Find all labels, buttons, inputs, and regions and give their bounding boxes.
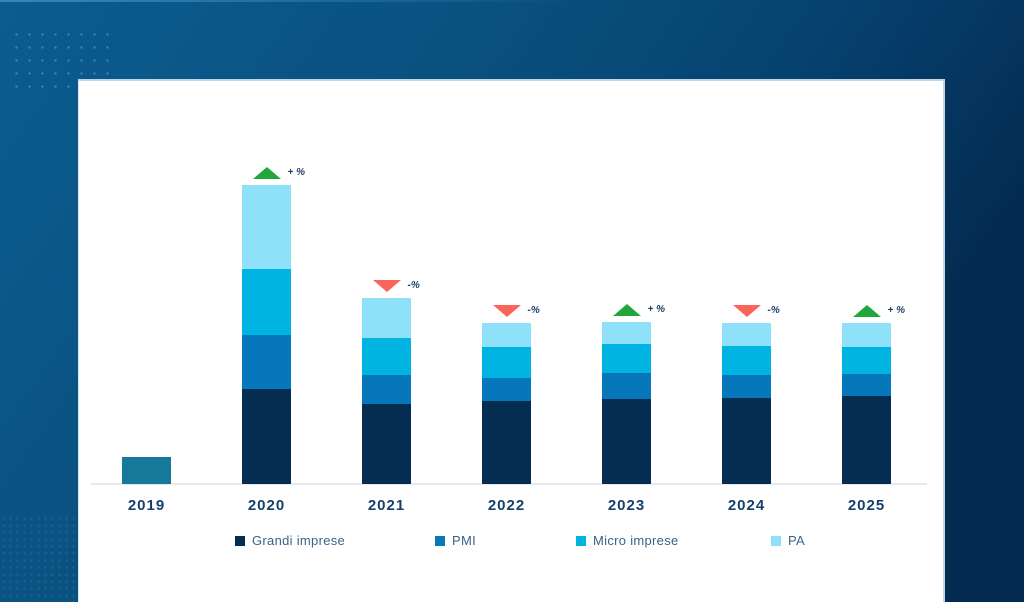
- trend-label-2024: -%: [767, 305, 780, 316]
- trend-annotation-2020: + %: [242, 167, 305, 181]
- x-tick-label-2025: 2025: [847, 497, 886, 514]
- trend-annotation-2024: -%: [722, 305, 780, 319]
- arrow-down-icon: [492, 305, 521, 317]
- legend-label: Micro imprese: [593, 533, 679, 548]
- bar-2021: [362, 298, 411, 484]
- bar-segment-pmi: [722, 375, 771, 398]
- arrow-down-icon: [732, 305, 761, 317]
- bar-segment-micro-imprese: [242, 269, 291, 335]
- bar-segment-grandi-imprese: [602, 399, 651, 484]
- bar-2022: [482, 323, 531, 484]
- bar-segment-grandi-imprese: [722, 398, 771, 484]
- bar-segment-pa: [482, 323, 531, 347]
- bar-2023: [602, 322, 651, 484]
- trend-annotation-2025: + %: [842, 305, 905, 319]
- trend-label-2022: -%: [527, 305, 540, 316]
- bar-segment-pmi: [362, 375, 411, 404]
- legend-item-micro-imprese: Micro imprese: [576, 533, 679, 548]
- legend-item-grandi-imprese: Grandi imprese: [235, 533, 345, 548]
- bar-segment-pmi: [242, 335, 291, 389]
- bar-segment-micro-imprese: [482, 347, 531, 378]
- bar-segment-pmi: [842, 374, 891, 396]
- x-tick-label-2023: 2023: [607, 497, 646, 514]
- legend-item-pa: PA: [771, 533, 805, 548]
- bar-segment-pmi: [482, 378, 531, 401]
- trend-annotation-2022: -%: [482, 305, 540, 319]
- bar-segment-grandi-imprese: [842, 396, 891, 484]
- x-tick-label-2019: 2019: [127, 497, 166, 514]
- arrow-up-icon: [252, 167, 281, 179]
- bar-segment-pa: [362, 298, 411, 338]
- trend-label-2020: + %: [287, 167, 306, 178]
- bar-segment-micro-imprese: [842, 347, 891, 374]
- background-top-hairline: [0, 0, 575, 2]
- x-tick-label-2021: 2021: [367, 497, 406, 514]
- trend-label-2021: -%: [407, 280, 420, 291]
- bar-segment-micro-imprese: [602, 344, 651, 373]
- arrow-up-icon: [612, 304, 641, 316]
- bar-chart: 2019 2020 + % 2021 -% 2022 -% 2023 + % 2024 -% 2025…: [79, 81, 943, 602]
- trend-annotation-2023: + %: [602, 304, 665, 318]
- trend-label-2023: + %: [647, 304, 666, 315]
- x-tick-label-2020: 2020: [247, 497, 286, 514]
- bar-segment-grandi-imprese: [242, 389, 291, 484]
- x-tick-label-2024: 2024: [727, 497, 766, 514]
- x-tick-label-2022: 2022: [487, 497, 526, 514]
- bar-segment-micro-imprese: [362, 338, 411, 375]
- trend-label-2025: + %: [887, 305, 906, 316]
- x-axis-line: [91, 483, 927, 485]
- arrow-down-icon: [372, 280, 401, 292]
- bar-2024: [722, 323, 771, 484]
- trend-annotation-2021: -%: [362, 280, 420, 294]
- legend-item-pmi: PMI: [435, 533, 476, 548]
- bar-segment-pa: [242, 185, 291, 269]
- bar-2020: [242, 185, 291, 484]
- bar-2019: [122, 457, 171, 484]
- bar-segment-pmi: [602, 373, 651, 399]
- bar-segment-grandi-imprese: [362, 404, 411, 484]
- legend-label: Grandi imprese: [252, 533, 346, 548]
- legend-label: PA: [788, 533, 805, 548]
- chart-card: 2019 2020 + % 2021 -% 2022 -% 2023 + % 2024 -% 2025…: [78, 79, 945, 602]
- legend-swatch-icon: [235, 535, 245, 546]
- legend-swatch-icon: [435, 535, 445, 546]
- bar-segment-micro-imprese: [722, 346, 771, 375]
- legend-label: PMI: [452, 533, 477, 548]
- bar-segment-special: [122, 457, 171, 484]
- decor-dot-pattern-bottom-left: [0, 515, 78, 602]
- bar-2025: [842, 323, 891, 484]
- arrow-up-icon: [852, 305, 881, 317]
- bar-segment-pa: [602, 322, 651, 344]
- bar-segment-pa: [722, 323, 771, 346]
- bar-segment-grandi-imprese: [482, 401, 531, 484]
- legend-swatch-icon: [771, 535, 781, 546]
- legend-swatch-icon: [576, 535, 586, 546]
- bar-segment-pa: [842, 323, 891, 347]
